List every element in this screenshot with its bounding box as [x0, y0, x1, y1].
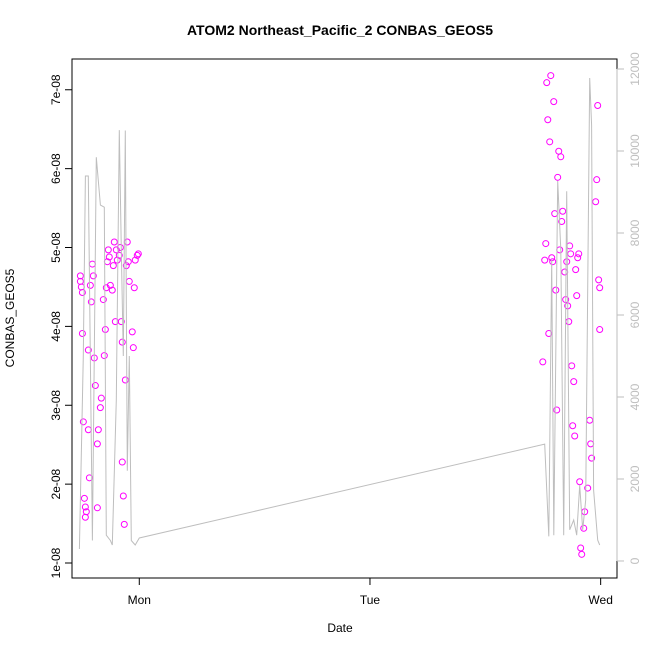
point	[100, 352, 108, 360]
y-tick-label: 2e-08	[49, 468, 63, 499]
point	[82, 508, 90, 516]
point	[571, 432, 579, 440]
point	[595, 276, 603, 284]
point	[541, 256, 549, 264]
point	[550, 98, 558, 106]
point	[574, 254, 582, 262]
point	[119, 492, 127, 500]
point	[116, 244, 124, 252]
point	[110, 238, 118, 246]
point	[124, 258, 132, 266]
point	[545, 329, 553, 337]
point	[108, 286, 116, 294]
x-tick-label: Wed	[588, 593, 612, 607]
point	[80, 494, 88, 502]
point	[79, 418, 87, 426]
point	[94, 426, 102, 434]
point	[549, 258, 557, 266]
point	[84, 346, 92, 354]
chart-title: ATOM2 Northeast_Pacific_2 CONBAS_GEOS5	[187, 22, 493, 38]
point	[588, 454, 596, 462]
point	[93, 440, 101, 448]
point	[115, 251, 123, 259]
point	[130, 284, 138, 292]
point	[584, 484, 592, 492]
point	[96, 404, 104, 412]
x-tick-label: Mon	[128, 593, 151, 607]
line	[78, 77, 601, 550]
point	[97, 394, 105, 402]
point	[120, 520, 128, 528]
point	[580, 524, 588, 532]
point	[563, 258, 571, 266]
point	[104, 246, 112, 254]
point	[578, 550, 586, 558]
point	[559, 207, 567, 215]
y-tick-label: 7e-08	[49, 74, 63, 105]
point	[86, 281, 94, 289]
point	[89, 272, 97, 280]
y-tick-label: 4e-08	[49, 311, 63, 342]
point	[594, 102, 602, 110]
y-tick-label: 6e-08	[49, 153, 63, 184]
point	[109, 262, 117, 270]
point	[129, 344, 137, 352]
point	[576, 478, 584, 486]
point	[553, 406, 561, 414]
point	[593, 176, 601, 184]
point	[539, 358, 547, 366]
point	[546, 138, 554, 146]
y2-tick-label: 2000	[628, 465, 642, 492]
point	[106, 281, 114, 289]
x-axis-label: Date	[327, 621, 353, 635]
y2-tick-label: 8000	[628, 219, 642, 246]
point	[569, 422, 577, 430]
point	[552, 286, 560, 294]
point	[575, 250, 583, 258]
point	[91, 382, 99, 390]
y2-tick-label: 0	[628, 557, 642, 564]
point	[596, 326, 604, 334]
point	[543, 79, 551, 87]
point	[78, 329, 86, 337]
point	[554, 173, 562, 181]
point	[596, 284, 604, 292]
point	[128, 328, 136, 336]
point	[542, 240, 550, 248]
point	[134, 250, 142, 258]
point	[99, 296, 107, 304]
y-tick-label: 1e-08	[49, 547, 63, 578]
point	[78, 288, 86, 296]
point	[81, 503, 89, 511]
y2-tick-label: 10000	[628, 134, 642, 168]
point	[118, 338, 126, 346]
point	[85, 474, 93, 482]
y-axis-label: CONBAS_GEOS5	[3, 268, 17, 367]
point	[547, 72, 555, 80]
y-tick-label: 3e-08	[49, 390, 63, 421]
y2-tick-label: 6000	[628, 301, 642, 328]
point	[105, 253, 113, 261]
point	[118, 458, 126, 466]
point	[572, 266, 580, 274]
point	[557, 153, 565, 161]
point	[570, 378, 578, 386]
y2-tick-label: 12000	[628, 52, 642, 86]
point	[558, 217, 566, 225]
x-tick-label: Tue	[360, 593, 381, 607]
y2-tick-label: 4000	[628, 383, 642, 410]
point	[133, 251, 141, 259]
point	[544, 116, 552, 124]
point	[592, 198, 600, 206]
point	[93, 504, 101, 512]
point	[117, 318, 125, 326]
y-tick-label: 5e-08	[49, 232, 63, 263]
point	[121, 376, 129, 384]
point	[87, 298, 95, 306]
point	[573, 292, 581, 300]
